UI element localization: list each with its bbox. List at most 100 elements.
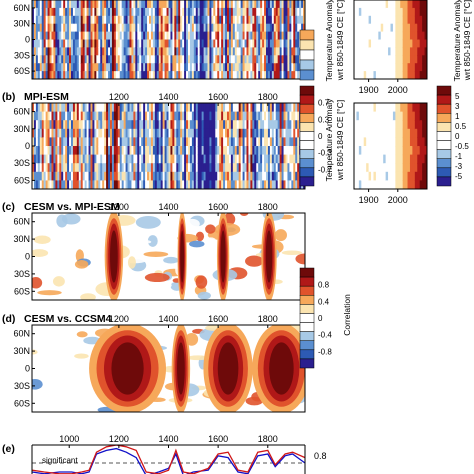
corr-patch (80, 293, 96, 300)
heat-cell (203, 47, 207, 56)
heat-cell (117, 146, 121, 156)
heat-cell (139, 154, 142, 164)
heat-cell (71, 146, 74, 156)
inset-cell (395, 120, 399, 130)
heat-cell (248, 103, 251, 113)
inset-cell (358, 146, 362, 156)
heat-cell (303, 23, 305, 33)
inset-cell (409, 15, 413, 25)
inset-cell (354, 7, 358, 17)
heat-cell (271, 137, 275, 147)
heat-cell (267, 171, 271, 181)
heat-cell (43, 163, 47, 173)
heat-cell (55, 137, 58, 147)
heat-cell (41, 31, 45, 41)
heat-cell (285, 23, 289, 33)
heat-cell (69, 23, 72, 33)
heat-cell (172, 146, 175, 156)
inset-cell (409, 154, 413, 164)
inset-cell (385, 103, 389, 113)
heat-cell (197, 128, 201, 138)
heat-cell (264, 7, 267, 17)
heat-cell (176, 128, 179, 138)
heat-cell (135, 39, 138, 48)
heat-cell (57, 146, 60, 156)
heat-cell (149, 47, 152, 56)
inset-cell (368, 55, 372, 64)
heat-cell (150, 0, 154, 9)
heat-cell (295, 71, 298, 79)
heat-cell (281, 171, 285, 181)
heat-cell (228, 111, 232, 121)
heat-cell (191, 31, 195, 41)
heat-cell (207, 15, 211, 25)
heat-cell (98, 180, 101, 189)
inset-cell (373, 47, 377, 56)
heat-cell (57, 55, 60, 64)
heat-cell (106, 128, 109, 138)
heat-cell (275, 111, 279, 121)
heat-cell (230, 31, 234, 41)
heat-cell (244, 180, 248, 189)
corr-patch (195, 231, 205, 242)
heat-cell (287, 71, 290, 79)
colorbar-block (299, 29, 315, 41)
heat-cell (162, 154, 166, 164)
inset-cell (354, 55, 358, 64)
heat-cell (236, 180, 240, 189)
heat-cell (184, 7, 187, 17)
heat-cell (240, 163, 244, 173)
heat-cell (184, 55, 187, 64)
ytick-label: 30S (14, 158, 30, 168)
heat-cell (135, 171, 138, 181)
heat-cell (258, 120, 261, 130)
heat-cell (238, 23, 242, 33)
heat-cell (119, 39, 123, 48)
heat-cell (234, 15, 238, 25)
heat-cell (238, 7, 242, 17)
heat-cell (215, 31, 218, 41)
inset-cell (366, 31, 370, 41)
heat-cell (39, 71, 43, 79)
inset-cell (383, 146, 387, 156)
heat-cell (90, 71, 94, 79)
heat-cell (205, 7, 209, 17)
inset-cell (380, 7, 384, 17)
heat-cell (121, 128, 125, 138)
heat-cell (207, 120, 211, 130)
heat-cell (258, 23, 261, 33)
heat-cell (90, 103, 94, 113)
heat-cell (203, 146, 207, 156)
colorbar-block (299, 331, 315, 341)
heat-cell (39, 15, 43, 25)
heat-cell (201, 47, 205, 56)
heat-cell (281, 103, 285, 113)
inset-cell (417, 137, 421, 147)
heat-cell (236, 71, 240, 79)
heat-cell (33, 7, 37, 17)
heat-cell (71, 15, 74, 25)
heat-cell (84, 180, 88, 189)
inset-cell (405, 103, 409, 113)
heat-cell (260, 23, 263, 33)
heat-cell (221, 7, 224, 17)
heat-cell (258, 111, 261, 121)
inset-cell (417, 163, 421, 173)
heat-cell (67, 128, 70, 138)
heat-cell (61, 137, 64, 147)
inset-cell (388, 39, 392, 48)
heat-cell (127, 111, 131, 121)
heat-cell (277, 47, 281, 56)
heat-cell (289, 23, 292, 33)
heat-cell (176, 63, 179, 72)
inset-cell (390, 63, 394, 72)
heat-cell (262, 137, 265, 147)
heat-cell (76, 7, 80, 17)
heat-cell (110, 15, 113, 25)
heat-cell (258, 103, 261, 113)
heat-cell (225, 128, 228, 138)
heat-cell (125, 7, 129, 17)
heat-cell (162, 39, 166, 48)
inset-cell (409, 71, 413, 79)
